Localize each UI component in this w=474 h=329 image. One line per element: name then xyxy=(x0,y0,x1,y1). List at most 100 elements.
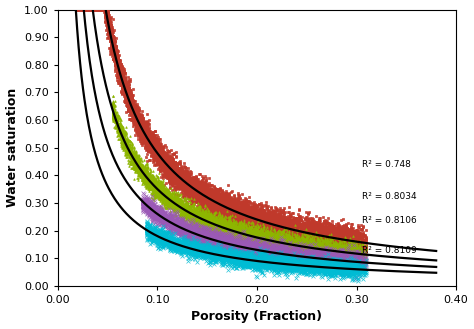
Point xyxy=(346,251,353,257)
Point xyxy=(312,244,320,249)
Point xyxy=(301,235,309,240)
Point xyxy=(173,176,180,181)
Point xyxy=(311,232,319,238)
Point xyxy=(230,207,237,212)
Point xyxy=(263,238,270,243)
Point xyxy=(187,179,194,185)
Point xyxy=(257,262,265,267)
Point xyxy=(332,254,340,260)
Point xyxy=(152,143,160,148)
Point xyxy=(158,208,165,213)
Point xyxy=(315,248,323,253)
Point xyxy=(75,7,83,12)
Point xyxy=(336,266,344,272)
Point xyxy=(167,241,175,246)
Point xyxy=(353,252,360,257)
Point xyxy=(201,226,209,232)
Point xyxy=(158,192,166,198)
Point xyxy=(247,260,255,266)
Point xyxy=(142,180,149,186)
Point xyxy=(177,204,184,209)
Point xyxy=(140,170,147,175)
Point xyxy=(180,195,188,200)
Point xyxy=(118,70,125,75)
Point xyxy=(282,222,290,227)
Point xyxy=(263,235,271,240)
Point xyxy=(321,252,328,258)
Point xyxy=(326,248,334,254)
Point xyxy=(107,35,114,40)
Point xyxy=(334,268,341,273)
Point xyxy=(162,190,169,195)
Point xyxy=(339,249,346,254)
Point xyxy=(162,232,170,237)
Point xyxy=(117,128,125,133)
Point xyxy=(146,134,154,139)
Point xyxy=(311,260,319,266)
Point xyxy=(109,101,117,106)
Point xyxy=(292,225,300,230)
Point xyxy=(301,237,308,242)
Point xyxy=(271,224,279,229)
Point xyxy=(246,246,254,251)
Point xyxy=(302,238,310,243)
Point xyxy=(209,212,216,217)
Point xyxy=(255,244,263,249)
Point xyxy=(86,7,94,12)
Point xyxy=(98,7,106,12)
Point xyxy=(201,248,208,254)
Point xyxy=(357,258,365,264)
Point xyxy=(229,224,237,230)
Point xyxy=(208,239,216,244)
Point xyxy=(174,178,182,184)
Point xyxy=(319,263,326,268)
Point xyxy=(81,7,89,12)
Point xyxy=(326,230,334,236)
Point xyxy=(179,202,187,208)
Point xyxy=(348,263,356,268)
Point xyxy=(123,137,131,142)
Point xyxy=(297,227,305,233)
Point xyxy=(118,126,125,131)
Point xyxy=(124,94,131,99)
Point xyxy=(250,249,257,255)
Point xyxy=(144,182,151,187)
Point xyxy=(203,233,210,239)
Point xyxy=(149,191,156,196)
Point xyxy=(93,7,100,12)
Point xyxy=(151,177,158,183)
Point xyxy=(188,184,196,189)
Point xyxy=(343,257,351,263)
Point xyxy=(210,251,218,256)
Point xyxy=(244,256,252,261)
Point xyxy=(127,151,134,156)
Point xyxy=(145,228,153,233)
Point xyxy=(337,249,345,255)
Point xyxy=(199,191,207,196)
Point xyxy=(296,241,303,247)
Point xyxy=(275,236,283,241)
Point xyxy=(298,239,306,244)
Point xyxy=(199,196,206,201)
Point xyxy=(359,262,367,267)
Point xyxy=(150,177,157,182)
Point xyxy=(153,237,161,242)
Point xyxy=(279,229,286,234)
Point xyxy=(212,217,220,223)
Point xyxy=(123,139,130,144)
Point xyxy=(201,235,208,240)
Point xyxy=(136,123,143,128)
Point xyxy=(307,241,314,246)
Point xyxy=(226,256,233,262)
Point xyxy=(313,237,321,242)
Point xyxy=(155,142,163,148)
Point xyxy=(290,228,297,233)
Point xyxy=(234,196,242,202)
Point xyxy=(188,222,195,227)
Point xyxy=(229,203,237,209)
Point xyxy=(184,173,191,178)
Point xyxy=(332,249,339,254)
Point xyxy=(144,229,151,235)
Point xyxy=(339,244,346,249)
Point xyxy=(186,178,193,183)
